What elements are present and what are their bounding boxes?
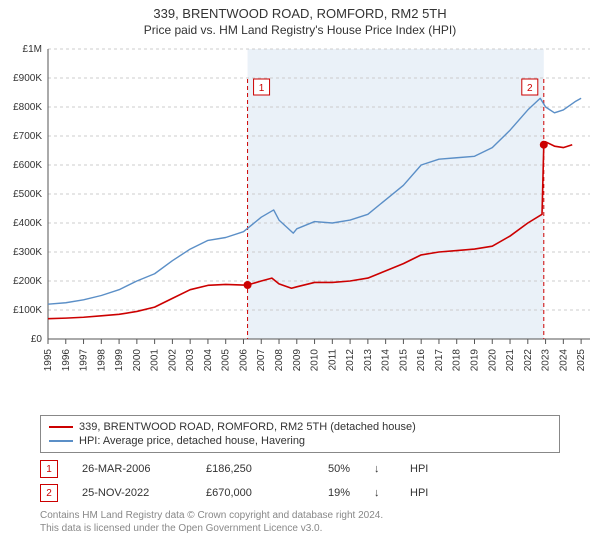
svg-text:2015: 2015 [398, 349, 409, 372]
svg-text:2025: 2025 [576, 349, 587, 372]
legend-item: 339, BRENTWOOD ROAD, ROMFORD, RM2 5TH (d… [49, 420, 551, 434]
svg-text:2005: 2005 [221, 349, 232, 372]
svg-text:2024: 2024 [558, 349, 569, 372]
svg-text:2003: 2003 [185, 349, 196, 372]
svg-text:2022: 2022 [523, 349, 534, 372]
sale-vs-hpi: HPI [410, 487, 440, 499]
svg-text:£200K: £200K [13, 276, 42, 287]
svg-text:2023: 2023 [541, 349, 552, 372]
sale-row: 1 26-MAR-2006 £186,250 50% ↓ HPI [40, 457, 560, 481]
title-address: 339, BRENTWOOD ROAD, ROMFORD, RM2 5TH [0, 6, 600, 21]
svg-text:£700K: £700K [13, 131, 42, 142]
svg-text:2008: 2008 [274, 349, 285, 372]
footnote: Contains HM Land Registry data © Crown c… [40, 509, 560, 535]
svg-text:2016: 2016 [416, 349, 427, 372]
sale-price: £670,000 [206, 487, 286, 499]
legend: 339, BRENTWOOD ROAD, ROMFORD, RM2 5TH (d… [40, 415, 560, 453]
svg-text:1998: 1998 [96, 349, 107, 372]
svg-text:£0: £0 [31, 334, 43, 345]
svg-text:2011: 2011 [327, 349, 338, 371]
svg-text:£400K: £400K [13, 218, 42, 229]
chart-container: 339, BRENTWOOD ROAD, ROMFORD, RM2 5TH Pr… [0, 0, 600, 535]
sale-row: 2 25-NOV-2022 £670,000 19% ↓ HPI [40, 481, 560, 505]
svg-text:2006: 2006 [238, 349, 249, 372]
legend-label: 339, BRENTWOOD ROAD, ROMFORD, RM2 5TH (d… [79, 421, 416, 433]
legend-swatch [49, 440, 73, 442]
sale-vs-hpi: HPI [410, 463, 440, 475]
footnote-line: This data is licensed under the Open Gov… [40, 522, 560, 535]
svg-text:£1M: £1M [23, 44, 42, 55]
svg-text:1997: 1997 [79, 349, 90, 372]
svg-text:2020: 2020 [487, 349, 498, 372]
svg-text:£500K: £500K [13, 189, 42, 200]
down-arrow-icon: ↓ [374, 463, 386, 475]
title-subtitle: Price paid vs. HM Land Registry's House … [0, 23, 600, 37]
legend-item: HPI: Average price, detached house, Have… [49, 434, 551, 448]
svg-text:1995: 1995 [43, 349, 54, 372]
svg-text:£800K: £800K [13, 102, 42, 113]
chart-svg: £0 £100K £200K £300K £400K £500K £600K £700K £80… [0, 39, 600, 409]
sale-date: 26-MAR-2006 [82, 463, 182, 475]
svg-text:1996: 1996 [61, 349, 72, 372]
svg-text:£100K: £100K [13, 305, 42, 316]
svg-text:2001: 2001 [150, 349, 161, 372]
sale-marker-icon: 2 [40, 484, 58, 502]
legend-label: HPI: Average price, detached house, Have… [79, 435, 305, 447]
legend-swatch [49, 426, 73, 428]
svg-text:1: 1 [259, 83, 265, 94]
svg-text:2014: 2014 [381, 349, 392, 372]
sale-pct: 19% [310, 487, 350, 499]
sales-table: 1 26-MAR-2006 £186,250 50% ↓ HPI 2 25-NO… [40, 457, 560, 505]
chart: £0 £100K £200K £300K £400K £500K £600K £700K £80… [0, 39, 600, 409]
sale-marker-icon: 1 [40, 460, 58, 478]
sale-pct: 50% [310, 463, 350, 475]
svg-text:1999: 1999 [114, 349, 125, 372]
footnote-line: Contains HM Land Registry data © Crown c… [40, 509, 560, 522]
svg-text:£900K: £900K [13, 73, 42, 84]
svg-text:£600K: £600K [13, 160, 42, 171]
svg-text:2: 2 [527, 83, 533, 94]
svg-text:2017: 2017 [434, 349, 445, 372]
svg-text:2019: 2019 [469, 349, 480, 372]
svg-text:2013: 2013 [363, 349, 374, 372]
title-block: 339, BRENTWOOD ROAD, ROMFORD, RM2 5TH Pr… [0, 0, 600, 39]
svg-text:2018: 2018 [452, 349, 463, 372]
svg-text:2012: 2012 [345, 349, 356, 372]
svg-text:2010: 2010 [310, 349, 321, 372]
down-arrow-icon: ↓ [374, 487, 386, 499]
svg-text:2004: 2004 [203, 349, 214, 372]
sale-date: 25-NOV-2022 [82, 487, 182, 499]
svg-text:2009: 2009 [292, 349, 303, 372]
svg-text:2002: 2002 [167, 349, 178, 372]
svg-text:2007: 2007 [256, 349, 267, 372]
svg-text:2021: 2021 [505, 349, 516, 372]
sale-price: £186,250 [206, 463, 286, 475]
svg-text:£300K: £300K [13, 247, 42, 258]
svg-text:2000: 2000 [132, 349, 143, 372]
